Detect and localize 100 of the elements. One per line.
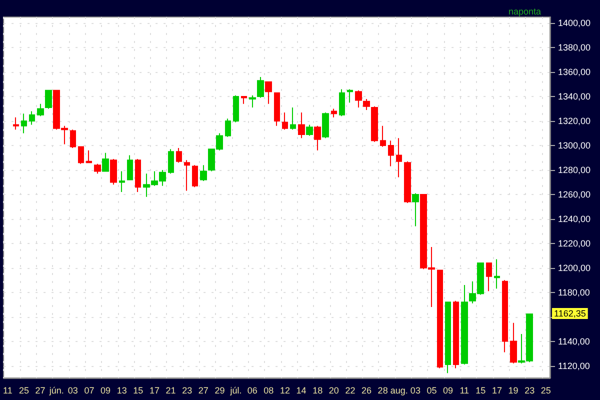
candlestick [119, 170, 125, 192]
candlestick [290, 107, 296, 130]
y-tick-label: 1380,00 [558, 42, 591, 53]
candlestick [331, 108, 337, 118]
candlestick [371, 106, 378, 142]
x-tick-label: 25 [18, 386, 29, 396]
candlestick [412, 192, 419, 227]
x-tick-label: 19 [508, 386, 518, 396]
candlestick [110, 158, 117, 186]
candlestick [274, 92, 280, 126]
x-tick-label: 12 [280, 386, 290, 396]
x-tick-label: 11 [2, 386, 12, 396]
x-tick-label: 23 [182, 386, 192, 396]
x-tick-label: 15 [133, 386, 144, 396]
x-tick-label: 06 [247, 386, 258, 396]
candlestick [363, 98, 370, 111]
candlestick [486, 262, 492, 292]
candlestick [94, 163, 101, 174]
y-tick-label: 1240,00 [558, 214, 591, 224]
x-tick-label: 29 [214, 386, 225, 396]
x-tick-label: 03 [68, 386, 78, 396]
x-tick-label: 22 [345, 386, 356, 396]
x-tick-label: 18 [312, 386, 323, 396]
candlestick [249, 94, 256, 108]
candlestick [241, 96, 247, 104]
candlestick [355, 90, 362, 108]
candlestick [45, 90, 52, 110]
y-tick-label: 1340,00 [558, 92, 591, 102]
candlestick [102, 152, 109, 172]
x-tick-label: 13 [116, 386, 127, 396]
x-tick-label: 09 [100, 386, 111, 396]
candlestick [192, 164, 198, 188]
candlestick [257, 76, 264, 98]
candlestick [37, 103, 44, 117]
candlestick [510, 322, 517, 364]
candlestick [265, 81, 272, 104]
y-tick-label: 1220,00 [558, 238, 591, 248]
y-tick-label: 1200,00 [558, 262, 591, 273]
candlestick [233, 94, 239, 123]
x-tick-label: 05 [426, 386, 437, 396]
candlestick [388, 140, 394, 167]
y-tick-label: 1300,00 [558, 140, 591, 150]
x-tick-label: 26 [361, 386, 372, 396]
x-tick-label: aug. [390, 386, 408, 396]
candlestick [322, 112, 329, 139]
candlestick [298, 112, 305, 139]
candlestick [78, 146, 84, 164]
candlestick [225, 118, 231, 138]
y-tick-label: 1360,00 [558, 67, 591, 78]
x-tick-label: 28 [378, 386, 388, 396]
x-tick-label: 09 [443, 386, 454, 396]
candlestick [437, 270, 443, 369]
y-tick-label: 1280,00 [558, 164, 591, 175]
y-tick-label: 1120,00 [558, 360, 590, 371]
x-tick-label: 07 [84, 386, 94, 396]
candlestick [396, 138, 402, 178]
candlestick [453, 300, 459, 369]
x-tick-label: 25 [540, 386, 551, 396]
candlestick [21, 113, 27, 134]
candlestick [127, 154, 133, 180]
chart-subtitle: naponta [508, 6, 542, 16]
x-tick-label: jún. [48, 386, 64, 396]
candlestick [86, 150, 92, 164]
x-tick-label: 17 [492, 386, 502, 396]
x-tick-label: 23 [524, 386, 535, 396]
y-tick-label: 1320,00 [558, 116, 591, 126]
x-tick-label: 14 [296, 386, 306, 396]
candlestick [135, 158, 141, 192]
x-tick-label: 03 [410, 386, 420, 396]
y-tick-label: 1140,00 [558, 336, 590, 346]
x-tick-label: 11 [460, 386, 470, 396]
candlestick [184, 160, 190, 192]
candlestick [70, 129, 76, 148]
x-tick-label: 21 [166, 386, 176, 396]
candlestick [502, 280, 508, 353]
candlestick [282, 112, 288, 130]
y-tick-label: 1260,00 [558, 189, 591, 200]
x-tick-label: júl. [229, 386, 242, 396]
candlestick [404, 160, 411, 204]
x-tick-label: 17 [149, 386, 160, 396]
candlestick [445, 302, 451, 374]
candlestick [461, 284, 468, 366]
x-tick-label: 27 [35, 386, 46, 396]
candlestick [380, 125, 386, 148]
annotation: 1162,35 [554, 308, 586, 318]
x-tick-label: 15 [476, 386, 486, 396]
candlestick [347, 88, 353, 104]
candlestick [200, 164, 207, 182]
candlestick [494, 258, 500, 290]
x-tick-label: 20 [328, 386, 339, 396]
candlestick [339, 88, 345, 117]
candlestick [13, 116, 19, 130]
y-tick-label: 1400,00 [558, 18, 591, 28]
y-tick-label: 1180,00 [558, 287, 590, 298]
candlestick [176, 147, 182, 164]
candlestick [29, 110, 35, 126]
x-tick-label: 27 [198, 386, 208, 396]
candlestick [314, 125, 321, 151]
x-tick-label: 08 [264, 386, 274, 396]
candlestick [168, 148, 174, 174]
